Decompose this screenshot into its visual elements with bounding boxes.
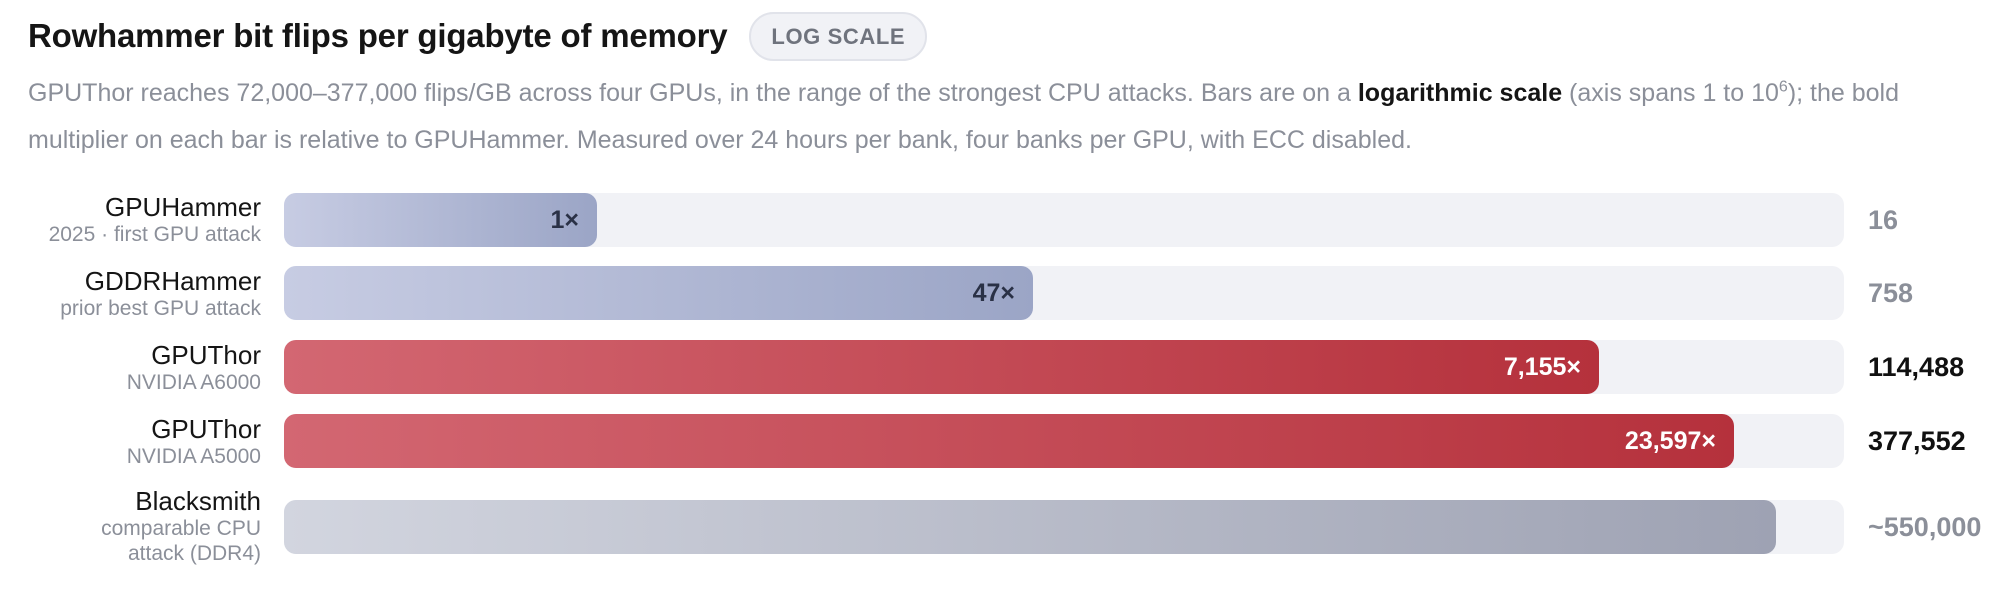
category-name: GPUHammer (104, 192, 261, 222)
chart-header: Rowhammer bit flips per gigabyte of memo… (28, 10, 1988, 164)
chart-title: Rowhammer bit flips per gigabyte of memo… (28, 17, 728, 54)
desc-part3: ); the bold multiplier on each bar is re… (28, 79, 1899, 154)
desc-part1: GPUThor reaches 72,000–377,000 flips/GB … (28, 79, 1358, 107)
bar-blacksmith-4 (284, 500, 1776, 554)
bar-label-gpuhammer-0: GPUHammer 2025 · first GPU attack (49, 192, 261, 247)
bar-gputhor-3: 23,597× (284, 414, 1734, 468)
category-subtitle: prior best GPU attack (60, 297, 261, 320)
bar-gddrhammer-1: 47× (284, 266, 1033, 320)
value-label-gputhor-3: 377,552 (1868, 426, 1966, 456)
bar-label-gputhor-2: GPUThor NVIDIA A6000 (127, 340, 261, 395)
category-subtitle: NVIDIA A6000 (126, 371, 261, 394)
category-name: Blacksmith (135, 486, 261, 516)
multiplier-label: 47× (972, 278, 1015, 307)
title-row: Rowhammer bit flips per gigabyte of memo… (28, 10, 1988, 62)
bar-gpuhammer-0: 1× (284, 193, 597, 247)
category-name: GPUThor (151, 340, 261, 370)
chart-description: GPUThor reaches 72,000–377,000 flips/GB … (28, 70, 1988, 164)
multiplier-label: 1× (550, 205, 579, 234)
desc-bold: logarithmic scale (1357, 79, 1563, 107)
desc-sup: 6 (1778, 78, 1788, 96)
bar-label-gddrhammer-1: GDDRHammer prior best GPU attack (60, 266, 261, 321)
multiplier-label: 7,155× (1503, 352, 1581, 381)
bar-gputhor-2: 7,155× (284, 340, 1599, 394)
value-label-gddrhammer-1: 758 (1868, 278, 1914, 308)
category-name: GDDRHammer (84, 266, 261, 296)
desc-part2: (axis spans 1 to 10 (1562, 79, 1779, 107)
category-name: GPUThor (151, 414, 261, 444)
log-scale-badge: LOG SCALE (749, 11, 928, 61)
category-subtitle: 2025 · first GPU attack (48, 223, 261, 246)
value-label-gpuhammer-0: 16 (1868, 205, 1899, 235)
value-label-gputhor-2: 114,488 (1868, 352, 1965, 382)
category-subtitle: comparable CPU attack (DDR4) (101, 517, 261, 565)
category-subtitle: NVIDIA A5000 (126, 445, 261, 468)
value-label-blacksmith-4: ~550,000 (1868, 512, 1982, 542)
bar-label-gputhor-3: GPUThor NVIDIA A5000 (127, 414, 261, 469)
multiplier-label: 23,597× (1624, 426, 1716, 455)
bar-label-blacksmith-4: Blacksmith comparable CPU attack (DDR4) (81, 486, 261, 566)
